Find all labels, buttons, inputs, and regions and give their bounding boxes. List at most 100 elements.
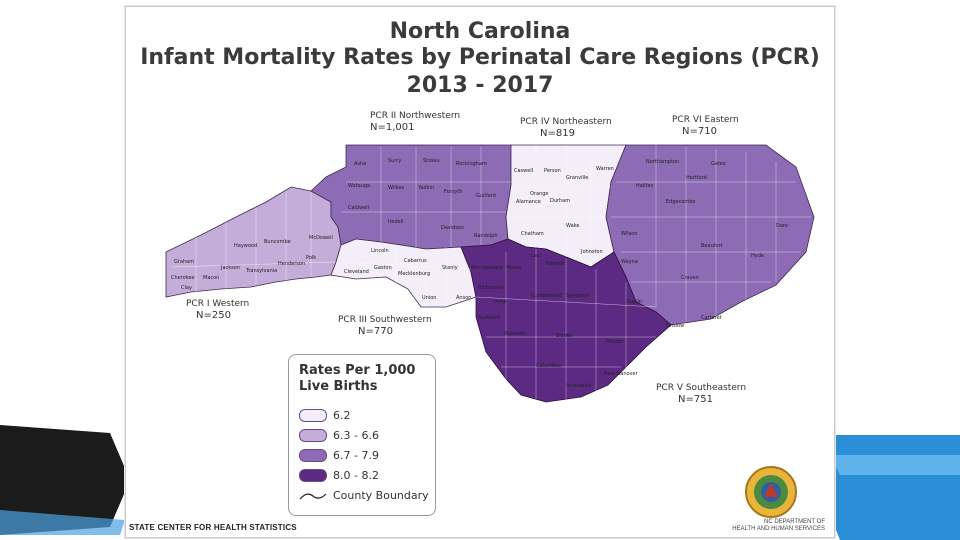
county-label: Graham xyxy=(174,259,194,265)
legend: Rates Per 1,000 Live Births 6.2 6.3 - 6.… xyxy=(288,354,436,516)
county-label: Sampson xyxy=(566,293,589,299)
region-label-pcr-iv: PCR IV Northeastern N=819 xyxy=(520,117,612,139)
county-label: Columbus xyxy=(536,363,561,369)
legend-item: 6.2 xyxy=(299,409,351,422)
county-label: Stokes xyxy=(423,158,440,164)
county-label: Person xyxy=(544,168,561,174)
county-label: Onslow xyxy=(666,323,684,329)
department-name: NC DEPARTMENT OF HEALTH AND HUMAN SERVIC… xyxy=(732,519,825,532)
county-label: Guilford xyxy=(476,193,496,199)
region-label-pcr-v: PCR V Southeastern N=751 xyxy=(656,383,747,405)
county-label: Surry xyxy=(388,158,401,164)
county-label: Richmond xyxy=(478,285,503,291)
nc-dhhs-seal-icon xyxy=(745,466,797,518)
county-label: Anson xyxy=(456,295,471,301)
county-label: Duplin xyxy=(626,299,642,305)
county-label: Chatham xyxy=(521,231,544,237)
county-label: Pender xyxy=(606,339,624,345)
county-label: Cleveland xyxy=(344,269,369,275)
county-label: Forsyth xyxy=(444,189,463,195)
legend-item: County Boundary xyxy=(299,489,429,502)
county-label: Davidson xyxy=(441,225,464,231)
county-label: Iredell xyxy=(388,219,404,225)
county-label: Johnston xyxy=(580,249,603,255)
county-label: Northampton xyxy=(646,159,679,165)
nc-map: Ashe Surry Stokes Rockingham Watauga Wil… xyxy=(165,144,815,403)
county-label: Robeson xyxy=(504,331,525,337)
county-label: Cumberland xyxy=(531,293,562,299)
county-label: Lincoln xyxy=(371,248,389,254)
county-label: Wilkes xyxy=(388,185,404,191)
county-label: Macon xyxy=(203,275,219,281)
map-years: 2013 - 2017 xyxy=(406,73,554,98)
decorative-dark-shape xyxy=(0,425,130,535)
county-label: Yadkin xyxy=(417,185,434,191)
county-label: Moore xyxy=(506,265,521,271)
county-label: Craven xyxy=(681,275,699,281)
county-label: Wake xyxy=(566,223,579,229)
county-label: Hyde xyxy=(751,253,764,259)
region-label-pcr-i: PCR I Western N=250 xyxy=(186,299,250,321)
decorative-blue-shape xyxy=(820,435,960,540)
county-label: Beaufort xyxy=(701,243,723,249)
county-label: Transylvania xyxy=(245,268,277,274)
county-label: Brunswick xyxy=(566,383,592,389)
legend-swatch xyxy=(299,449,327,462)
county-label: Haywood xyxy=(234,243,257,249)
legend-swatch xyxy=(299,409,327,422)
legend-title: Rates Per 1,000 Live Births xyxy=(299,363,416,394)
county-label: Wayne xyxy=(621,259,638,265)
county-label: Scotland xyxy=(478,315,500,321)
region-pcr-vi-eastern xyxy=(605,144,815,326)
legend-swatch xyxy=(299,469,327,482)
county-label: Caswell xyxy=(514,168,533,174)
county-label: Cherokee xyxy=(171,275,195,281)
county-label: Orange xyxy=(530,191,548,197)
county-label: Hertford xyxy=(686,175,707,181)
county-label: Henderson xyxy=(278,261,305,267)
legend-swatch xyxy=(299,429,327,442)
county-label: Bladen xyxy=(556,333,573,339)
county-label: McDowell xyxy=(309,235,333,241)
county-label: Granville xyxy=(566,175,588,181)
county-label: Jackson xyxy=(220,265,240,271)
legend-item: 8.0 - 8.2 xyxy=(299,469,379,482)
map-title: North Carolina xyxy=(389,19,571,44)
county-label: Lee xyxy=(531,253,540,259)
county-label: Durham xyxy=(550,198,570,204)
county-label: Montgomery xyxy=(471,265,503,271)
county-label: Polk xyxy=(306,255,316,261)
county-label: Rockingham xyxy=(456,161,487,167)
county-label: Randolph xyxy=(474,233,498,239)
county-label: Edgecombe xyxy=(666,199,696,205)
region-pcr-iii-southwestern xyxy=(330,238,477,308)
region-label-pcr-ii: PCR II Northwestern N=1,001 xyxy=(370,111,461,133)
county-label: Carteret xyxy=(701,315,722,321)
footer-source: STATE CENTER FOR HEALTH STATISTICS xyxy=(129,523,297,532)
county-label: Warren xyxy=(596,166,614,172)
county-label: Gaston xyxy=(374,265,392,271)
county-boundary-icon xyxy=(299,492,327,499)
region-label-pcr-iii: PCR III Southwestern N=770 xyxy=(338,315,432,337)
county-label: Stanly xyxy=(442,265,458,271)
county-label: Hoke xyxy=(494,299,507,305)
county-label: Ashe xyxy=(354,161,366,167)
county-label: Dare xyxy=(776,223,788,229)
county-label: Union xyxy=(422,295,436,301)
county-label: Wilson xyxy=(621,231,637,237)
map-subtitle: Infant Mortality Rates by Perinatal Care… xyxy=(140,45,820,70)
legend-item: 6.3 - 6.6 xyxy=(299,429,379,442)
county-label: Harnett xyxy=(546,261,565,267)
county-boundaries xyxy=(170,145,811,399)
county-label: Mecklenburg xyxy=(398,271,430,277)
county-label: New Hanover xyxy=(604,371,639,377)
county-label: Cabarrus xyxy=(404,258,427,264)
county-label: Watauga xyxy=(348,183,370,189)
county-label: Clay xyxy=(181,285,192,291)
region-label-pcr-vi: PCR VI Eastern N=710 xyxy=(672,115,739,137)
county-label: Caldwell xyxy=(348,205,369,211)
county-label: Gates xyxy=(711,161,726,167)
county-label: Alamance xyxy=(516,199,541,205)
county-label: Buncombe xyxy=(264,239,291,245)
legend-item: 6.7 - 7.9 xyxy=(299,449,379,462)
